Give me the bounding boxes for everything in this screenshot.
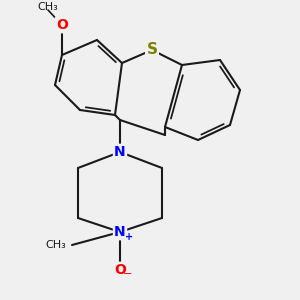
Text: N: N — [114, 225, 126, 239]
Text: N: N — [114, 145, 126, 159]
Text: −: − — [123, 269, 133, 279]
Text: O: O — [114, 263, 126, 277]
Text: O: O — [56, 18, 68, 32]
Text: S: S — [146, 43, 158, 58]
Text: CH₃: CH₃ — [38, 2, 58, 12]
Text: +: + — [125, 232, 133, 242]
Text: CH₃: CH₃ — [45, 240, 66, 250]
